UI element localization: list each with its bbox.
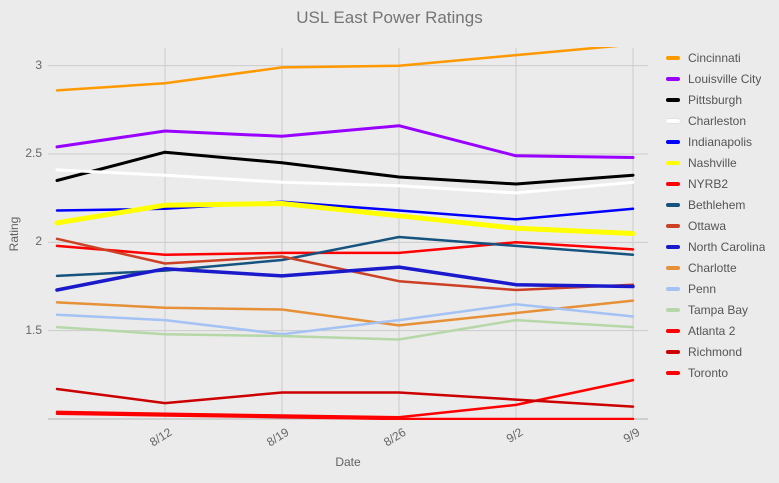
legend-swatch	[666, 286, 680, 291]
legend-swatch	[666, 370, 680, 375]
legend-item-tampa-bay: Tampa Bay	[666, 299, 778, 320]
legend-item-toronto: Toronto	[666, 362, 778, 383]
legend-label: Nashville	[688, 155, 737, 170]
legend-label: Charleston	[688, 113, 747, 128]
series-line-charleston	[55, 168, 635, 195]
legend-item-indianapolis: Indianapolis	[666, 131, 778, 152]
series-line-charlotte	[55, 299, 635, 327]
legend-label: Cincinnati	[688, 50, 741, 65]
legend-swatch	[666, 244, 680, 249]
legend-label: Louisville City	[688, 71, 762, 86]
legend-swatch	[666, 139, 680, 144]
legend-swatch	[666, 307, 680, 312]
y-tick-label: 1.5	[25, 322, 42, 337]
legend-item-nyrb2: NYRB2	[666, 173, 778, 194]
legend-item-pittsburgh: Pittsburgh	[666, 89, 778, 110]
legend-swatch	[666, 349, 680, 354]
legend-item-ottawa: Ottawa	[666, 215, 778, 236]
legend-label: Penn	[688, 281, 717, 296]
legend-label: North Carolina	[688, 239, 766, 254]
legend-label: NYRB2	[688, 176, 729, 191]
series-line-north-carolina	[55, 265, 635, 292]
legend-swatch	[666, 55, 680, 60]
legend-swatch	[666, 328, 680, 333]
chart-title: USL East Power Ratings	[296, 8, 483, 27]
legend-item-nashville: Nashville	[666, 152, 778, 173]
series-line-nashville	[54, 201, 636, 236]
legend-swatch	[666, 223, 680, 228]
legend-label: Tampa Bay	[688, 302, 749, 317]
series-line-cincinnati	[55, 47, 620, 92]
series-line-ottawa	[55, 237, 635, 292]
legend-item-north-carolina: North Carolina	[666, 236, 778, 257]
legend-item-louisville-city: Louisville City	[666, 68, 778, 89]
series-line-pittsburgh	[55, 150, 635, 186]
legend-item-charleston: Charleston	[666, 110, 778, 131]
legend-label: Richmond	[688, 344, 743, 359]
chart-legend: Cincinnati Louisville City Pittsburgh Charl…	[666, 47, 778, 383]
legend-item-atlanta-2: Atlanta 2	[666, 320, 778, 341]
y-tick-label: 2.5	[25, 146, 42, 160]
legend-label: Pittsburgh	[688, 92, 743, 107]
legend-swatch	[666, 202, 680, 207]
series-line-penn	[55, 302, 635, 336]
legend-item-richmond: Richmond	[666, 341, 778, 362]
legend-label: Charlotte	[688, 260, 737, 275]
legend-item-bethlehem: Bethlehem	[666, 194, 778, 215]
legend-swatch	[666, 265, 680, 270]
legend-item-penn: Penn	[666, 278, 778, 299]
legend-swatch	[666, 118, 680, 123]
legend-label: Indianapolis	[688, 134, 753, 149]
y-tick-label: 3	[35, 57, 42, 72]
series-line-nyrb2	[55, 241, 635, 256]
legend-item-cincinnati: Cincinnati	[666, 47, 778, 68]
legend-swatch	[666, 97, 680, 102]
series-line-louisville-city	[55, 124, 635, 159]
legend-label: Ottawa	[688, 218, 727, 233]
legend-label: Toronto	[688, 365, 729, 380]
legend-swatch	[666, 160, 680, 165]
legend-item-charlotte: Charlotte	[666, 257, 778, 278]
series-line-tampa-bay	[55, 318, 635, 341]
series-line-atlanta-2	[55, 378, 635, 419]
series-line-richmond	[55, 387, 635, 408]
legend-label: Atlanta 2	[688, 323, 736, 338]
y-tick-label: 2	[35, 234, 42, 249]
y-axis-title: Rating	[7, 216, 21, 252]
legend-swatch	[666, 181, 680, 186]
x-axis-title: Date	[335, 455, 361, 469]
legend-swatch	[666, 76, 680, 81]
series-line-toronto	[55, 412, 635, 420]
legend-label: Bethlehem	[688, 197, 746, 212]
